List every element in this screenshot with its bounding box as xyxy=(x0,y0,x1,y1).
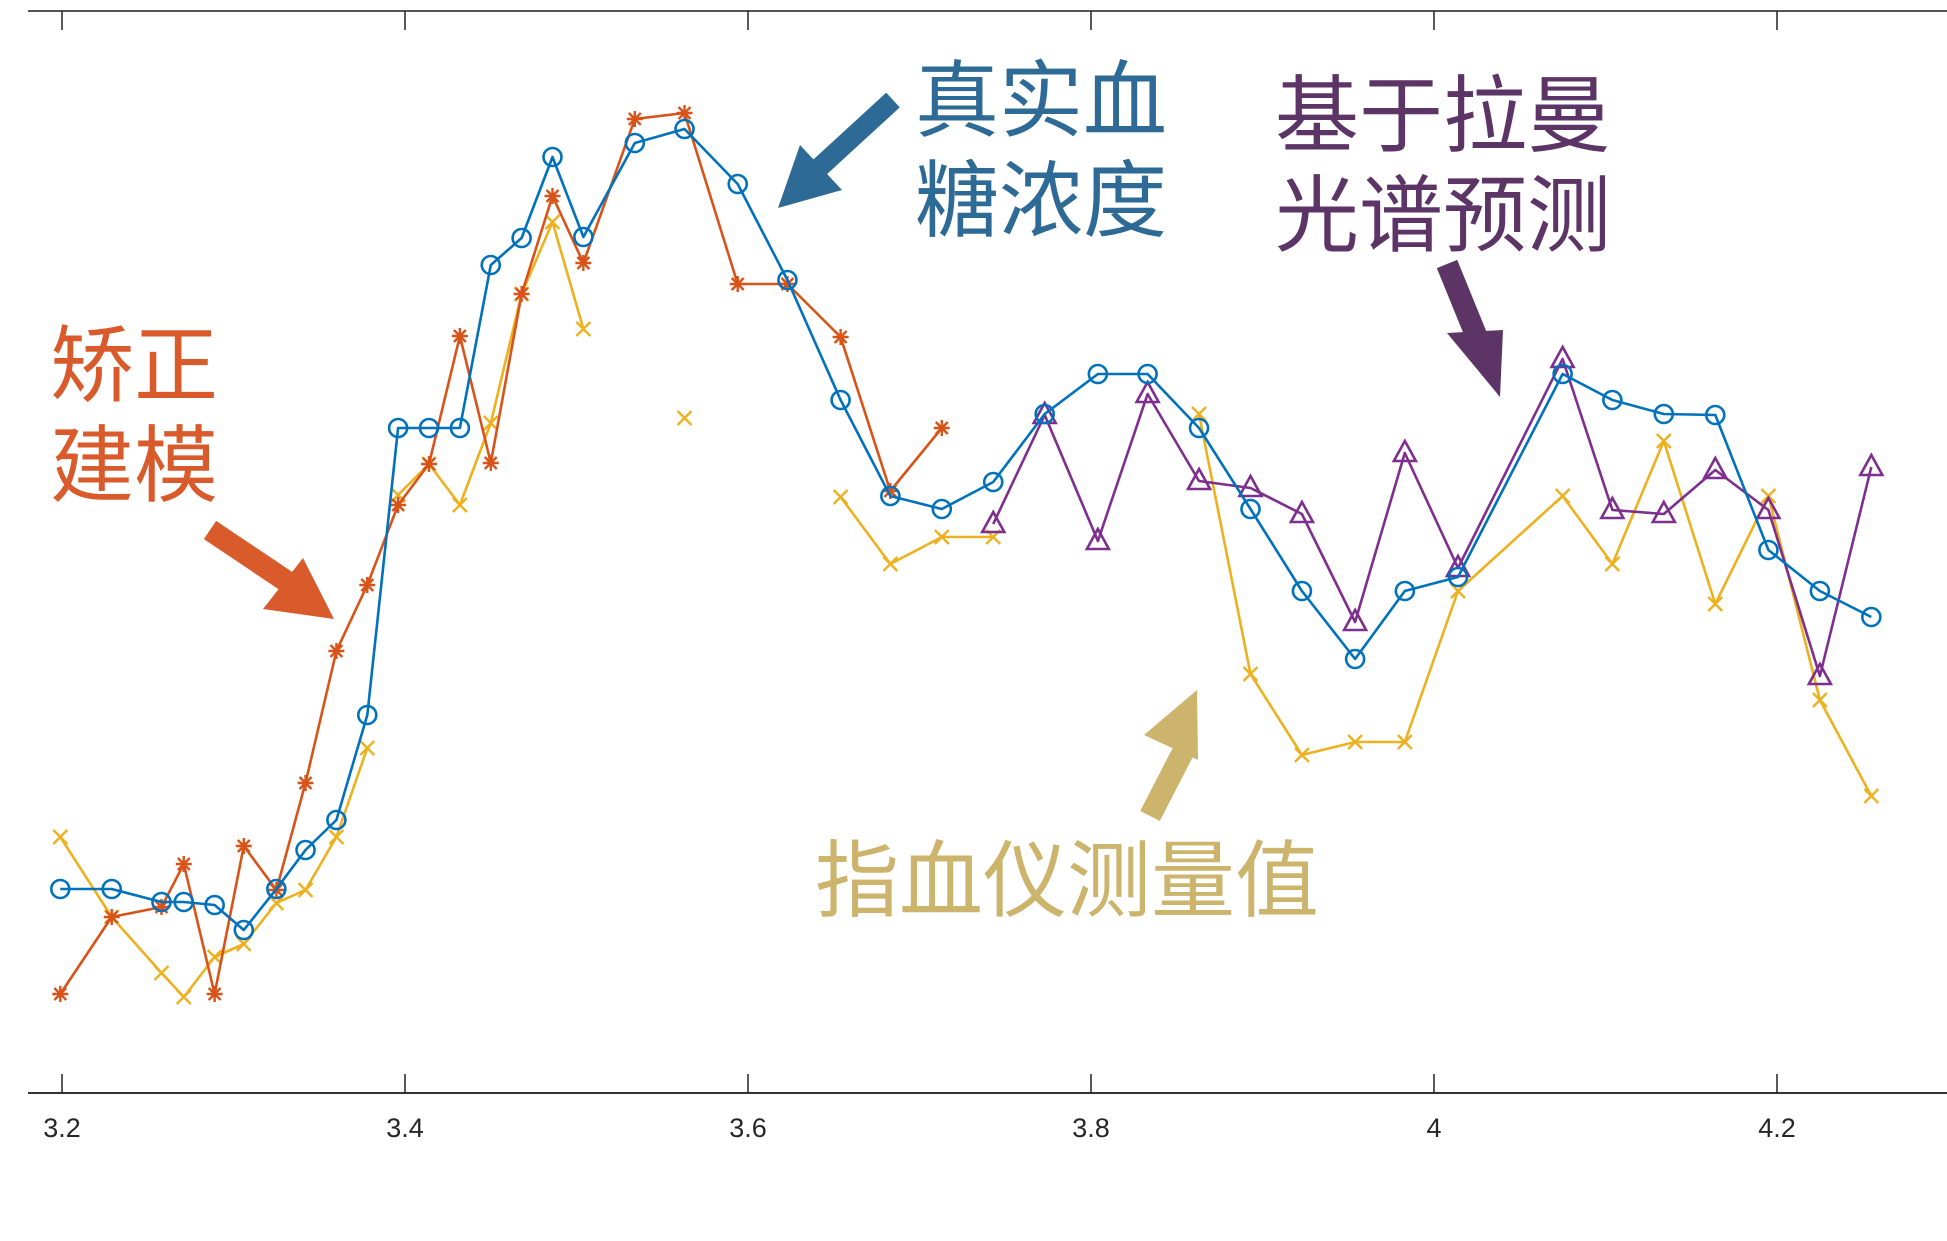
x-tick-label: 3.4 xyxy=(386,1113,424,1143)
label-true-glucose-line2: 糖浓度 xyxy=(915,152,1167,250)
x-tick-label: 4 xyxy=(1426,1113,1441,1143)
annotation-arrows xyxy=(203,92,1503,822)
annotation-labels: 真实血 糖浓度 基于拉曼 光谱预测 矫正 建模 指血仪测量值 xyxy=(50,52,1611,930)
arrow-raman-icon xyxy=(1436,259,1503,397)
x-tick-label: 3.8 xyxy=(1072,1113,1110,1143)
arrow-correction-icon xyxy=(203,520,334,619)
label-correction-line2: 建模 xyxy=(50,417,218,515)
x-axis: 3.2 3.4 3.6 3.8 4 4.2 xyxy=(28,1074,1947,1143)
x-tick-label: 3.6 xyxy=(729,1113,767,1143)
series-true-glucose xyxy=(49,118,1882,941)
arrow-true-glucose-icon xyxy=(778,92,900,208)
label-correction-line1: 矫正 xyxy=(50,317,218,415)
x-tick-label: 3.2 xyxy=(43,1113,81,1143)
x-tick-label: 4.2 xyxy=(1758,1113,1796,1143)
label-raman-line1: 基于拉曼 xyxy=(1275,67,1611,165)
label-true-glucose-line1: 真实血 xyxy=(915,52,1167,150)
top-axis xyxy=(28,10,1947,30)
label-meter: 指血仪测量值 xyxy=(815,832,1319,930)
label-raman-line2: 光谱预测 xyxy=(1275,167,1611,265)
arrow-meter-icon xyxy=(1140,690,1198,822)
series-layer xyxy=(49,105,1885,1005)
series-raman xyxy=(980,344,1885,686)
series-correction xyxy=(52,105,950,1002)
